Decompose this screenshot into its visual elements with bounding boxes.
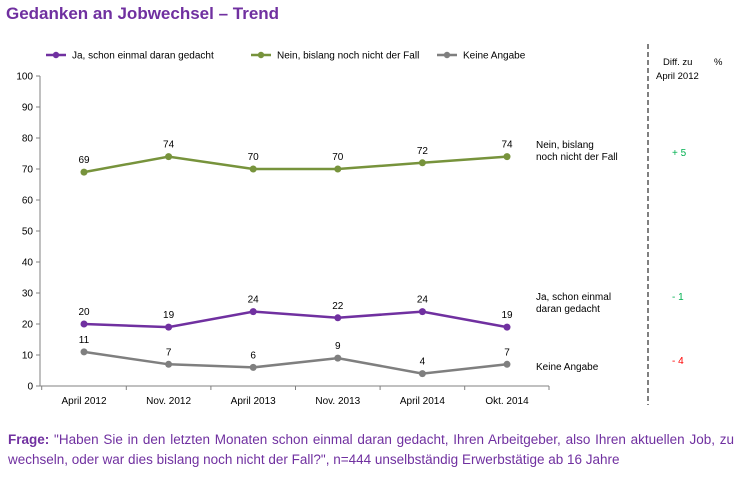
data-point [165, 153, 173, 161]
y-tick-label: 30 [22, 289, 34, 300]
y-tick-label: 20 [22, 320, 34, 331]
legend-marker [257, 51, 265, 59]
y-tick-label: 60 [22, 196, 34, 207]
footnote-text: "Haben Sie in den letzten Monaten schon … [8, 432, 734, 467]
y-tick-label: 70 [22, 165, 34, 176]
data-point [334, 314, 342, 322]
data-label: 72 [417, 146, 429, 157]
series-end-label: noch nicht der Fall [536, 152, 618, 163]
y-tick-label: 0 [27, 382, 33, 393]
data-label: 74 [163, 140, 175, 151]
diff-value: - 4 [672, 356, 684, 367]
data-label: 11 [79, 335, 90, 346]
y-tick-label: 100 [16, 72, 33, 83]
data-point [418, 159, 426, 167]
data-label: 20 [78, 307, 90, 318]
data-point [249, 363, 257, 371]
data-point [165, 323, 173, 331]
data-point [503, 323, 511, 331]
footnote-label: Frage: [8, 432, 50, 447]
data-label: 6 [250, 350, 256, 361]
data-label: 24 [417, 295, 429, 306]
data-point [418, 308, 426, 316]
legend-marker [443, 51, 451, 59]
legend-entry: Ja, schon einmal daran gedacht [72, 51, 214, 62]
series-line [83, 350, 508, 375]
data-point [165, 360, 173, 368]
y-tick-label: 40 [22, 258, 34, 269]
y-tick-label: 50 [22, 227, 34, 238]
data-point [503, 360, 511, 368]
legend-entry: Nein, bislang noch nicht der Fall [277, 51, 419, 62]
x-tick-label: April 2012 [61, 396, 106, 407]
data-label: 19 [501, 310, 513, 321]
data-label: 7 [166, 347, 172, 358]
diff-value: + 5 [672, 148, 687, 159]
data-label: 19 [163, 310, 175, 321]
x-tick-label: Okt. 2014 [485, 396, 529, 407]
diff-unit: % [714, 57, 723, 68]
data-label: 74 [501, 140, 513, 151]
series-line [83, 310, 508, 329]
legend-entry: Keine Angabe [463, 51, 526, 62]
data-label: 70 [332, 152, 344, 163]
data-point [249, 308, 257, 316]
data-label: 69 [78, 155, 90, 166]
data-point [80, 168, 88, 176]
data-point [418, 370, 426, 378]
data-label: 22 [332, 301, 344, 312]
data-label: 24 [248, 295, 260, 306]
x-tick-label: April 2014 [400, 396, 445, 407]
y-tick-label: 10 [22, 351, 34, 362]
y-tick-label: 80 [22, 134, 34, 145]
x-tick-label: Nov. 2012 [146, 396, 191, 407]
data-point [503, 153, 511, 161]
diff-header: Diff. zu [663, 57, 692, 68]
y-tick-label: 90 [22, 103, 34, 114]
series-end-label: Keine Angabe [536, 362, 599, 373]
footnote: Frage: "Haben Sie in den letzten Monaten… [8, 430, 734, 470]
data-point [249, 165, 257, 173]
data-label: 70 [248, 152, 260, 163]
series-end-label: Nein, bislang [536, 140, 594, 151]
series-line [83, 155, 508, 174]
data-label: 7 [504, 347, 510, 358]
data-point [80, 320, 88, 328]
data-label: 9 [335, 341, 341, 352]
x-tick-label: April 2013 [231, 396, 276, 407]
series-end-label: Ja, schon einmal [536, 292, 611, 303]
x-tick-label: Nov. 2013 [315, 396, 360, 407]
chart-title: Gedanken an Jobwechsel – Trend [6, 4, 280, 23]
data-point [334, 165, 342, 173]
data-label: 4 [420, 357, 426, 368]
data-point [80, 348, 88, 356]
diff-value: - 1 [672, 292, 684, 303]
diff-header: April 2012 [656, 71, 699, 82]
series-end-label: daran gedacht [536, 304, 600, 315]
legend-marker [52, 51, 60, 59]
data-point [334, 354, 342, 362]
